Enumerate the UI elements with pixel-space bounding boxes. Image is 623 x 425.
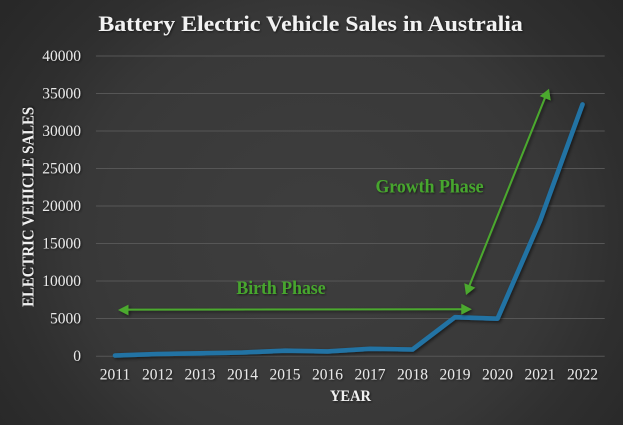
svg-text:Growth Phase: Growth Phase <box>375 177 483 197</box>
svg-text:ELECTRIC VEHICLE SALES: ELECTRIC VEHICLE SALES <box>18 107 37 307</box>
svg-text:10000: 10000 <box>42 273 81 290</box>
svg-text:5000: 5000 <box>50 311 81 328</box>
svg-text:20000: 20000 <box>42 198 81 215</box>
svg-text:2014: 2014 <box>227 367 258 384</box>
svg-text:25000: 25000 <box>42 161 81 178</box>
svg-text:2017: 2017 <box>355 367 386 384</box>
svg-text:2012: 2012 <box>142 367 173 384</box>
svg-text:2018: 2018 <box>397 367 428 384</box>
svg-text:2015: 2015 <box>270 367 301 384</box>
svg-text:2022: 2022 <box>567 367 598 384</box>
svg-text:2021: 2021 <box>525 367 556 384</box>
svg-text:Battery Electric Vehicle Sales: Battery Electric Vehicle Sales in Austra… <box>98 11 523 36</box>
svg-text:Birth Phase: Birth Phase <box>236 279 325 299</box>
svg-text:30000: 30000 <box>42 123 81 140</box>
svg-text:35000: 35000 <box>42 86 81 103</box>
svg-text:YEAR: YEAR <box>330 388 372 405</box>
svg-text:2016: 2016 <box>312 367 343 384</box>
svg-text:2020: 2020 <box>482 367 513 384</box>
svg-text:2019: 2019 <box>440 367 471 384</box>
svg-text:0: 0 <box>73 348 81 365</box>
svg-text:2013: 2013 <box>185 367 216 384</box>
svg-text:40000: 40000 <box>42 48 81 65</box>
svg-text:15000: 15000 <box>42 236 81 253</box>
svg-text:2011: 2011 <box>100 367 130 384</box>
